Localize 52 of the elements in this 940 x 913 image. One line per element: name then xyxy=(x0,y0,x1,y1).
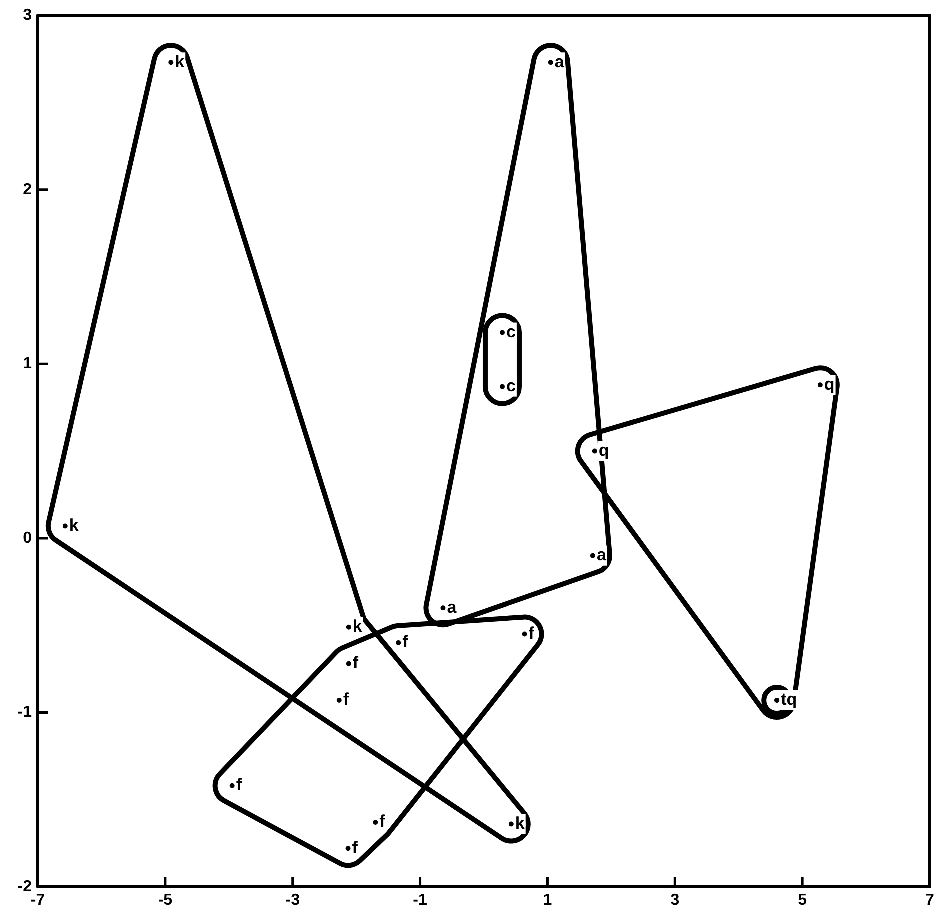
y-tick-label: 0 xyxy=(23,530,32,547)
point xyxy=(396,640,402,646)
x-tick-label: -5 xyxy=(158,892,173,910)
series-label: k xyxy=(69,516,80,535)
point xyxy=(336,698,342,704)
y-tick-label: -1 xyxy=(18,704,32,722)
point xyxy=(500,384,505,390)
x-tick-label: 5 xyxy=(798,892,808,910)
point xyxy=(500,330,505,336)
point xyxy=(592,448,598,454)
series-label: a xyxy=(554,52,565,72)
text: k xyxy=(515,814,525,833)
point xyxy=(168,60,174,66)
series-label: c xyxy=(506,376,516,396)
point xyxy=(522,632,528,637)
x-tick-label: 3 xyxy=(670,892,680,910)
text: f xyxy=(236,776,242,795)
point xyxy=(590,553,596,558)
point xyxy=(346,661,352,666)
series-label: q xyxy=(824,374,835,394)
text: a xyxy=(447,598,457,617)
text: k xyxy=(352,617,362,636)
text: f xyxy=(528,624,534,643)
x-tick-label: -7 xyxy=(30,892,46,910)
text: q xyxy=(598,440,610,460)
y-tick-label: -2 xyxy=(18,878,32,896)
text: f xyxy=(380,812,386,832)
y-tick-label: 3 xyxy=(23,7,32,24)
text: k xyxy=(175,52,185,72)
x-tick-label: 7 xyxy=(926,892,935,910)
point xyxy=(62,524,68,529)
y-tick-label: 2 xyxy=(23,181,32,198)
text: f xyxy=(402,632,408,652)
text: tq xyxy=(781,690,798,710)
point xyxy=(508,822,514,827)
point xyxy=(230,783,235,788)
x-tick-label: 1 xyxy=(543,892,552,910)
point xyxy=(346,846,351,852)
text: f xyxy=(352,838,358,858)
x-tick-label: -1 xyxy=(413,892,428,910)
series-label: f xyxy=(352,654,359,673)
point xyxy=(818,382,823,388)
point xyxy=(373,820,378,826)
text: f xyxy=(343,690,350,710)
y-tick-label: 1 xyxy=(23,356,32,373)
point xyxy=(440,606,446,611)
text: a xyxy=(596,546,606,565)
point xyxy=(548,60,554,66)
x-tick-label: -3 xyxy=(286,892,300,910)
point xyxy=(346,624,352,630)
point xyxy=(774,698,780,704)
text: c xyxy=(506,322,516,342)
